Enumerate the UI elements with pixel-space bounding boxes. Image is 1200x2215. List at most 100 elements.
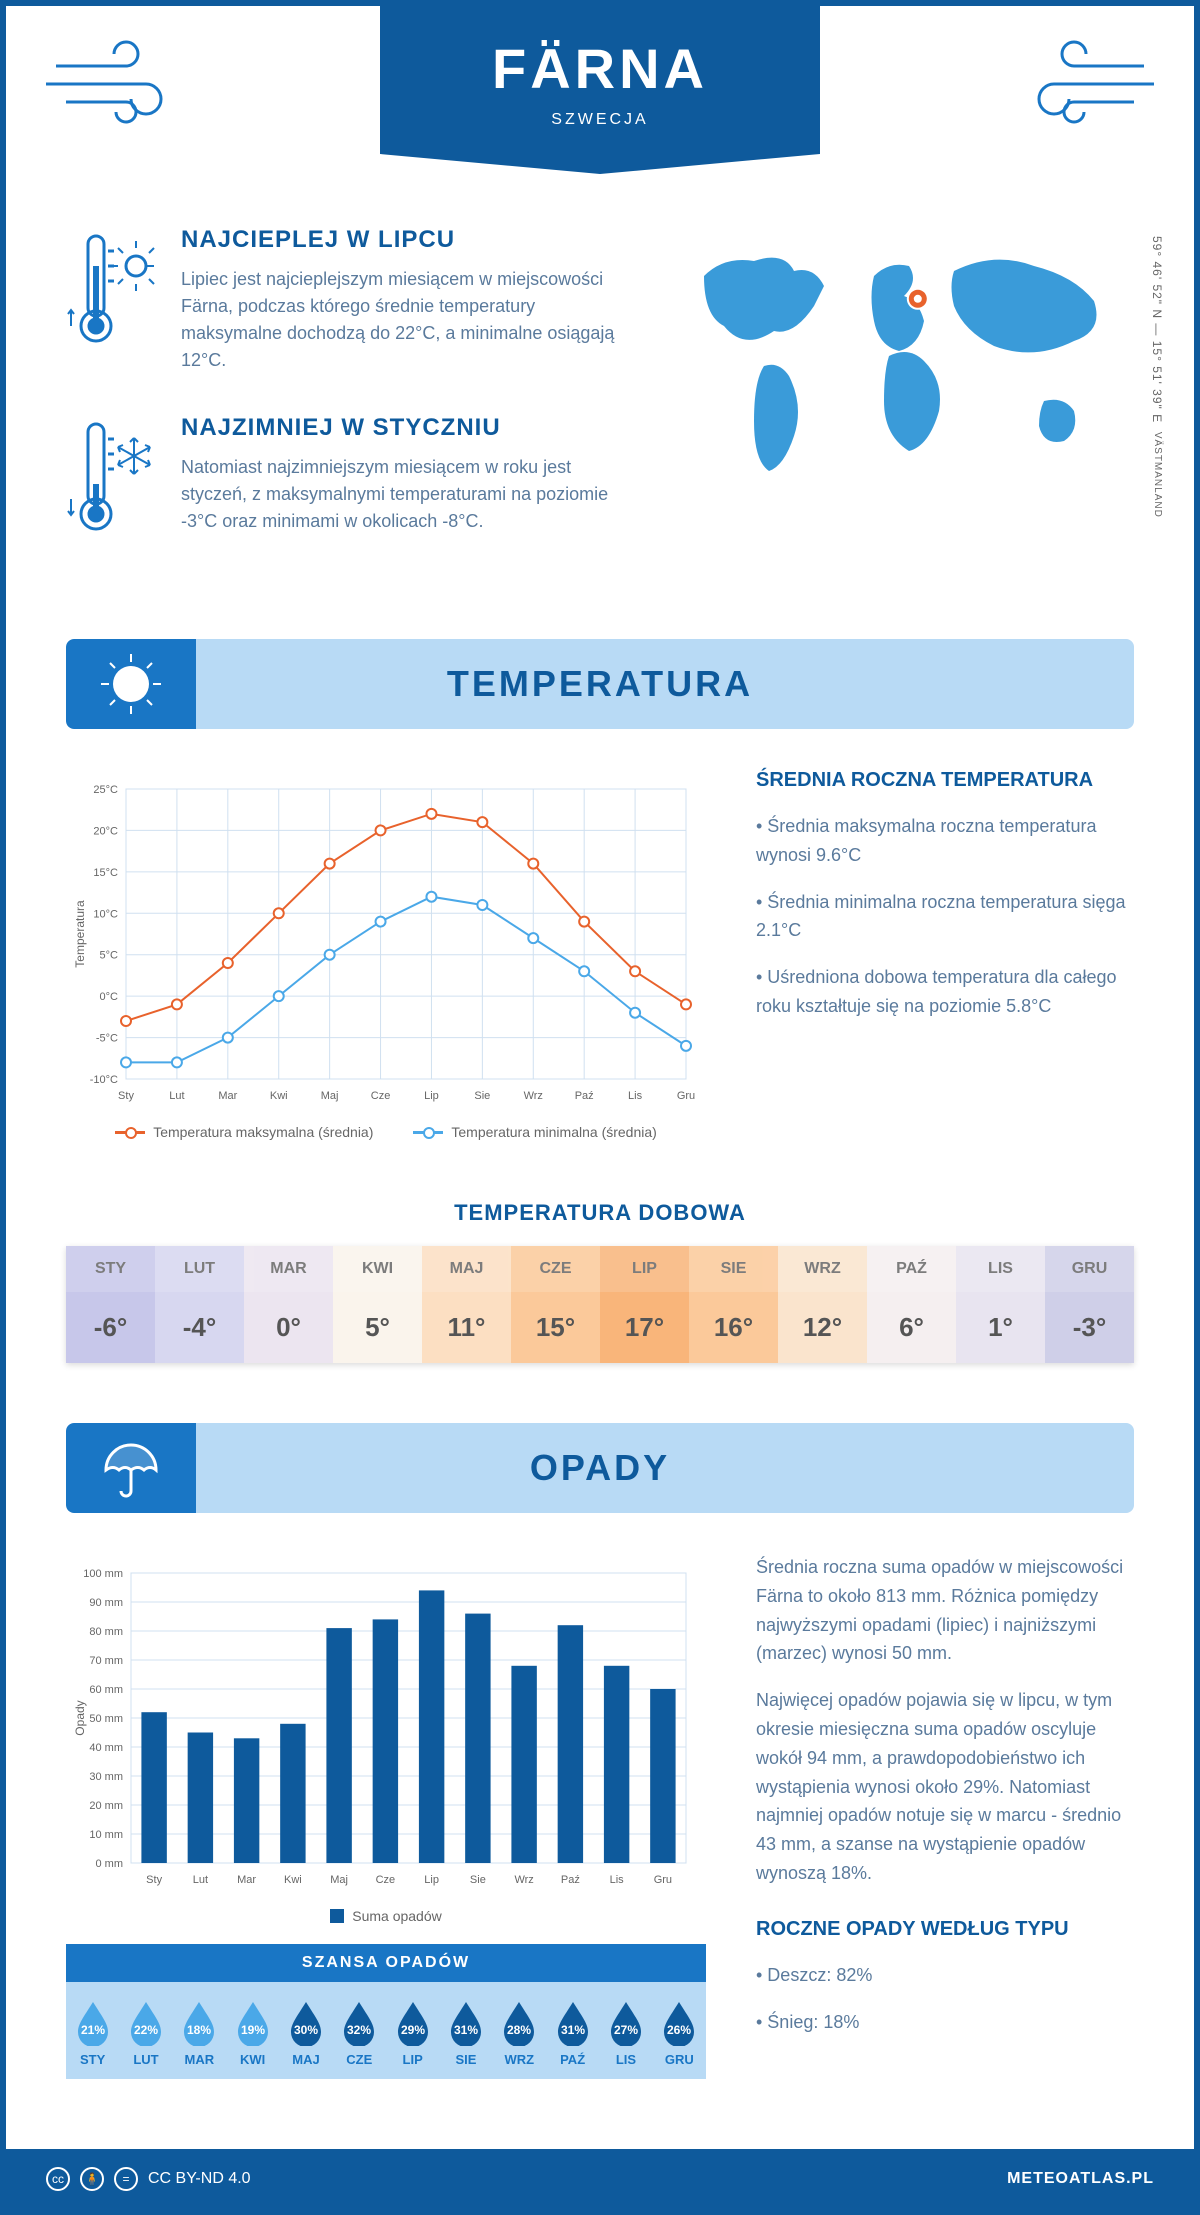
svg-text:Sty: Sty	[146, 1874, 162, 1886]
section-precipitation-header: OPADY	[66, 1423, 1134, 1513]
svg-text:19%: 19%	[241, 2023, 265, 2037]
chance-cell: 22%LUT	[119, 1982, 172, 2079]
precip-snow: • Śnieg: 18%	[756, 2008, 1134, 2037]
world-map	[674, 226, 1134, 486]
daily-col: LIP17°	[600, 1246, 689, 1363]
chance-cell: 30%MAJ	[279, 1982, 332, 2079]
daily-col: CZE15°	[511, 1246, 600, 1363]
precipitation-chance-table: SZANSA OPADÓW 21%STY22%LUT18%MAR19%KWI30…	[66, 1944, 706, 2079]
temperature-summary: ŚREDNIA ROCZNA TEMPERATURA • Średnia mak…	[756, 769, 1134, 1160]
license-block: cc 🧍 = CC BY-ND 4.0	[46, 2167, 251, 2191]
chance-cell: 28%WRZ	[493, 1982, 546, 2079]
svg-text:5°C: 5°C	[100, 950, 119, 962]
page-wrapper: FÄRNA SZWECJA NAJCIEPLEJ W LIPCU Lipiec …	[0, 0, 1200, 2215]
chance-title: SZANSA OPADÓW	[66, 1944, 706, 1982]
fact-hot-title: NAJCIEPLEJ W LIPCU	[181, 226, 634, 254]
chance-cell: 19%KWI	[226, 1982, 279, 2079]
svg-text:Gru: Gru	[654, 1874, 672, 1886]
country-name: SZWECJA	[380, 111, 820, 129]
svg-text:20°C: 20°C	[93, 825, 118, 837]
svg-text:Cze: Cze	[371, 1090, 391, 1102]
svg-text:Kwi: Kwi	[270, 1090, 288, 1102]
svg-text:26%: 26%	[667, 2023, 691, 2037]
svg-text:15°C: 15°C	[93, 867, 118, 879]
svg-text:Gru: Gru	[677, 1090, 695, 1102]
footer: cc 🧍 = CC BY-ND 4.0 METEOATLAS.PL	[6, 2149, 1194, 2209]
svg-text:29%: 29%	[401, 2023, 425, 2037]
precip-rain: • Deszcz: 82%	[756, 1961, 1134, 1990]
daily-col: PAŹ6°	[867, 1246, 956, 1363]
wind-icon-left	[46, 36, 196, 131]
daily-col: LUT-4°	[155, 1246, 244, 1363]
daily-col: WRZ12°	[778, 1246, 867, 1363]
svg-text:Paź: Paź	[561, 1874, 580, 1886]
daily-col: LIS1°	[956, 1246, 1045, 1363]
daily-temp-title: TEMPERATURA DOBOWA	[66, 1200, 1134, 1226]
fact-cold-title: NAJZIMNIEJ W STYCZNIU	[181, 414, 634, 442]
title-banner: FÄRNA SZWECJA	[380, 6, 820, 154]
svg-text:31%: 31%	[454, 2023, 478, 2037]
section-temperature-header: TEMPERATURA	[66, 639, 1134, 729]
svg-text:31%: 31%	[561, 2023, 585, 2037]
svg-text:Opady: Opady	[73, 1700, 87, 1735]
sun-icon	[66, 639, 196, 729]
svg-text:Sty: Sty	[118, 1090, 134, 1102]
precip-type-title: ROCZNE OPADY WEDŁUG TYPU	[756, 1918, 1134, 1941]
temp-bullet: • Średnia minimalna roczna temperatura s…	[756, 888, 1134, 946]
svg-text:Wrz: Wrz	[524, 1090, 543, 1102]
svg-text:100 mm: 100 mm	[83, 1568, 123, 1580]
svg-text:80 mm: 80 mm	[89, 1626, 123, 1638]
daily-col: MAJ11°	[422, 1246, 511, 1363]
temperature-chart: -10°C-5°C0°C5°C10°C15°C20°C25°CStyLutMar…	[66, 769, 706, 1160]
thermometer-hot-icon	[66, 226, 156, 374]
svg-text:10 mm: 10 mm	[89, 1829, 123, 1841]
svg-text:20 mm: 20 mm	[89, 1800, 123, 1812]
site-name: METEOATLAS.PL	[1007, 2170, 1154, 2188]
precipitation-chart: 0 mm10 mm20 mm30 mm40 mm50 mm60 mm70 mm8…	[66, 1553, 706, 2079]
precip-text-1: Średnia roczna suma opadów w miejscowośc…	[756, 1553, 1134, 1668]
svg-text:Lis: Lis	[610, 1874, 625, 1886]
umbrella-icon	[66, 1423, 196, 1513]
cc-icon: cc	[46, 2167, 70, 2191]
daily-temp-table: STY-6°LUT-4°MAR0°KWI5°MAJ11°CZE15°LIP17°…	[66, 1246, 1134, 1363]
svg-text:-10°C: -10°C	[90, 1074, 118, 1086]
chance-cell: 18%MAR	[173, 1982, 226, 2079]
svg-text:70 mm: 70 mm	[89, 1655, 123, 1667]
chance-cell: 21%STY	[66, 1982, 119, 2079]
svg-text:0 mm: 0 mm	[96, 1858, 124, 1870]
facts-column: NAJCIEPLEJ W LIPCU Lipiec jest najcieple…	[66, 226, 634, 589]
svg-text:10°C: 10°C	[93, 908, 118, 920]
daily-col: GRU-3°	[1045, 1246, 1134, 1363]
fact-coldest: NAJZIMNIEJ W STYCZNIU Natomiast najzimni…	[66, 414, 634, 549]
precip-text-2: Najwięcej opadów pojawia się w lipcu, w …	[756, 1686, 1134, 1888]
svg-text:Mar: Mar	[218, 1090, 237, 1102]
svg-text:Paź: Paź	[575, 1090, 594, 1102]
svg-text:18%: 18%	[187, 2023, 211, 2037]
svg-text:Lip: Lip	[424, 1874, 439, 1886]
fact-hot-text: Lipiec jest najcieplejszym miesiącem w m…	[181, 266, 634, 374]
header: FÄRNA SZWECJA	[6, 6, 1194, 176]
svg-text:-5°C: -5°C	[96, 1033, 118, 1045]
precipitation-summary: Średnia roczna suma opadów w miejscowośc…	[756, 1553, 1134, 2079]
svg-text:Wrz: Wrz	[514, 1874, 533, 1886]
thermometer-cold-icon	[66, 414, 156, 549]
svg-text:Sie: Sie	[474, 1090, 490, 1102]
svg-text:28%: 28%	[507, 2023, 531, 2037]
svg-text:60 mm: 60 mm	[89, 1684, 123, 1696]
svg-text:32%: 32%	[347, 2023, 371, 2037]
coordinates-text: 59° 46' 52" N — 15° 51' 39" E VÄSTMANLAN…	[1150, 236, 1164, 518]
daily-col: SIE16°	[689, 1246, 778, 1363]
svg-text:27%: 27%	[614, 2023, 638, 2037]
temp-bullet: • Uśredniona dobowa temperatura dla całe…	[756, 963, 1134, 1021]
section-temperature-title: TEMPERATURA	[196, 663, 1134, 705]
svg-text:Mar: Mar	[237, 1874, 256, 1886]
svg-text:Lis: Lis	[628, 1090, 643, 1102]
svg-text:Cze: Cze	[376, 1874, 396, 1886]
map-marker	[907, 288, 929, 310]
license-text: CC BY-ND 4.0	[148, 2170, 251, 2188]
nd-icon: =	[114, 2167, 138, 2191]
section-precipitation-title: OPADY	[196, 1447, 1134, 1489]
svg-text:Temperatura: Temperatura	[73, 900, 87, 968]
wind-icon-right	[1004, 36, 1154, 131]
daily-col: MAR0°	[244, 1246, 333, 1363]
